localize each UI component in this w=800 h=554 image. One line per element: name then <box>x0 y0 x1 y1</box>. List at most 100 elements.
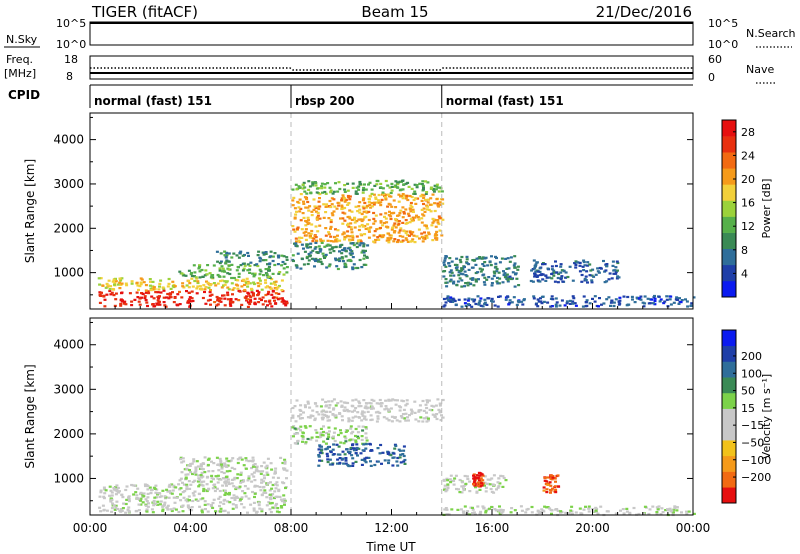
power-pixel <box>314 257 318 260</box>
power-pixel <box>470 278 474 281</box>
power-pixel <box>531 280 535 283</box>
power-pixel <box>590 274 594 277</box>
power-pixel <box>184 274 188 277</box>
vel-pixel <box>356 411 360 414</box>
vel-pixel <box>488 507 491 510</box>
power-pixel <box>364 206 368 209</box>
power-pixel <box>257 285 261 288</box>
vel-pixel <box>462 510 466 513</box>
power-pixel <box>282 255 286 258</box>
power-pixel <box>305 256 309 260</box>
power-pixel <box>227 288 231 291</box>
vel-y-axis-label: Slant Range [km] <box>23 364 37 468</box>
vel-pixel <box>104 489 108 492</box>
power-pixel <box>497 282 501 285</box>
vel-pixel <box>338 457 342 460</box>
vel-pixel <box>341 450 345 453</box>
vel-pixel <box>340 415 344 418</box>
power-pixel <box>196 281 200 285</box>
vel-y-tick-label: 3000 <box>53 382 84 396</box>
power-pixel <box>550 295 554 298</box>
power-pixel <box>438 229 442 232</box>
power-pixel <box>262 251 266 255</box>
power-pixel <box>643 295 647 298</box>
power-pixel <box>348 209 352 212</box>
vel-pixel <box>656 508 660 511</box>
vel-colorbar-tick-label: −100 <box>741 454 771 467</box>
vel-pixel <box>183 468 187 471</box>
power-pixel <box>328 244 332 247</box>
vel-pixel <box>443 508 447 511</box>
vel-pixel <box>232 478 236 481</box>
power-pixel <box>280 279 284 282</box>
power-pixel <box>248 271 252 274</box>
power-pixel <box>339 217 342 220</box>
vel-pixel <box>302 411 305 414</box>
vel-pixel <box>299 425 303 428</box>
power-pixel <box>379 204 383 207</box>
power-pixel <box>372 240 376 243</box>
power-pixel <box>191 285 195 288</box>
power-pixel <box>277 284 281 288</box>
vel-pixel <box>249 459 253 462</box>
power-pixel <box>692 296 696 299</box>
power-pixel <box>420 183 424 186</box>
vel-pixel <box>182 496 186 499</box>
vel-region <box>317 442 407 468</box>
power-pixel <box>390 185 394 188</box>
vel-pixel <box>402 408 406 411</box>
vel-pixel <box>296 440 300 443</box>
vel-pixel <box>161 489 165 492</box>
power-pixel <box>190 274 194 278</box>
power-pixel <box>483 302 487 305</box>
vel-pixel <box>269 462 273 465</box>
vel-pixel <box>647 512 651 516</box>
power-pixel <box>423 224 427 227</box>
power-pixel <box>153 288 157 291</box>
vel-pixel <box>218 504 221 508</box>
vel-pixel <box>389 407 393 410</box>
vel-pixel <box>655 506 659 509</box>
vel-pixel <box>203 503 207 506</box>
vel-pixel <box>105 509 109 512</box>
power-pixel <box>406 198 410 202</box>
power-pixel <box>432 219 436 222</box>
vel-pixel <box>182 460 186 463</box>
power-pixel <box>596 267 600 270</box>
power-pixel <box>181 282 185 285</box>
power-colorbar-segment <box>722 152 736 169</box>
vel-pixel <box>461 481 464 484</box>
vel-pixel <box>396 464 400 467</box>
power-pixel <box>686 305 690 308</box>
power-pixel <box>120 292 123 295</box>
power-pixel <box>641 301 645 304</box>
vel-pixel <box>351 410 354 413</box>
vel-pixel <box>201 462 205 465</box>
vel-pixel <box>150 508 154 511</box>
power-pixel <box>330 212 334 215</box>
vel-pixel <box>257 504 261 507</box>
power-pixel <box>227 268 231 271</box>
vel-pixel <box>183 490 187 493</box>
vel-pixel <box>219 461 223 464</box>
vel-pixel <box>351 399 355 402</box>
vel-pixel <box>354 460 358 463</box>
vel-pixel <box>145 510 149 513</box>
power-pixel <box>466 284 470 287</box>
vel-pixel <box>351 438 355 441</box>
vel-pixel <box>491 483 495 486</box>
vel-pixel <box>252 501 256 504</box>
power-pixel <box>215 250 219 253</box>
power-pixel <box>309 234 312 238</box>
power-pixel <box>425 208 429 211</box>
vel-pixel <box>364 427 368 430</box>
vel-pixel <box>478 474 482 477</box>
vel-pixel <box>179 499 183 502</box>
vel-pixel <box>361 449 365 452</box>
power-pixel <box>293 230 297 233</box>
power-pixel <box>483 283 487 286</box>
vel-pixel <box>478 512 482 515</box>
power-colorbar-tick-label: 8 <box>741 244 748 257</box>
power-pixel <box>246 301 250 304</box>
power-colorbar-segment <box>722 232 736 250</box>
